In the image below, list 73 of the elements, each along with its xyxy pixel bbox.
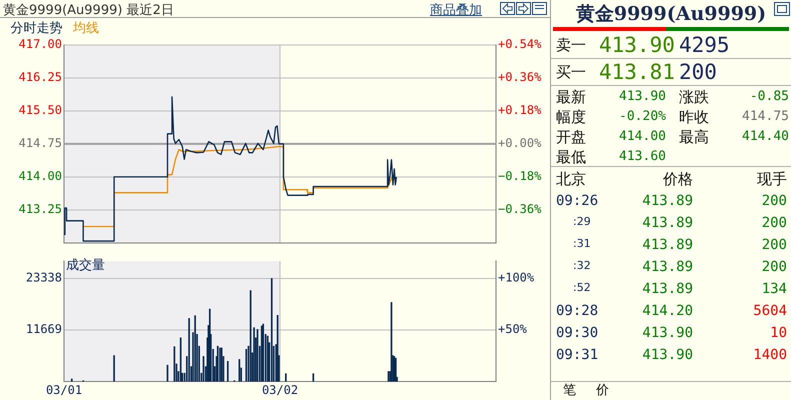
text: 200 [760,236,787,255]
text: -0.20% [618,108,666,126]
y2-tick-label: +50% [498,322,528,336]
y2-tick-label: +0.00% [498,136,542,150]
text: 幅度 [556,107,586,127]
text: 最高 [679,127,709,147]
y2-tick-label: +0.18% [498,103,542,118]
y2-tick-label: −0.18% [498,168,542,183]
text: :29 [573,214,591,230]
y2-tick-label: +100% [498,270,535,285]
text: 413.90 [618,88,666,106]
text: 买一 [556,62,586,82]
text: 413.89 [641,192,693,211]
text: 黄金9999(Au9999) [574,2,768,27]
y-tick-label: 413.25 [18,202,62,216]
text: :32 [573,258,591,274]
chart-title: 成交量 [66,257,105,274]
text: 现手 [756,169,787,189]
text: 413.89 [641,280,693,299]
text: 10 [769,324,787,343]
text: 1400 [752,346,787,365]
text: 笔 [563,382,576,399]
y-tick-label: 414.00 [18,168,62,183]
text: 413.89 [641,236,693,255]
y-tick-label: 414.75 [18,136,62,150]
text: 134 [760,280,787,299]
text: :31 [573,236,591,252]
text: 4295 [679,33,730,57]
text: 价格 [662,169,693,189]
text: 414.20 [641,302,693,321]
text: 北京 [556,169,586,189]
text: 09:31 [556,346,598,365]
text: 商品叠加 [430,2,482,19]
text: 413.90 [641,324,693,343]
text: 开盘 [556,127,586,147]
y2-tick-label: +0.54% [498,37,542,52]
text: 09:30 [556,324,598,343]
y-tick-label: 415.50 [18,103,62,118]
text: 414.00 [618,128,666,146]
y-tick-label: 417.00 [18,37,62,52]
y2-tick-label: +0.36% [498,70,542,84]
text: 200 [760,214,787,233]
text: -0.85 [748,88,789,106]
text: 最新 [556,87,586,107]
text: :52 [573,280,591,296]
text: 昨收 [679,107,709,127]
text: 最低 [556,147,586,167]
text: 09:28 [556,302,598,321]
text: 413.81 [599,60,675,84]
text: 200 [760,258,787,277]
text: 413.90 [641,346,693,365]
text: 涨跌 [679,87,709,107]
x-tick-label: 03/01 [46,382,82,397]
text: 413.90 [599,33,675,57]
y-tick-label: 416.25 [18,70,62,84]
text: 卖一 [556,35,586,55]
text: 413.89 [641,214,693,233]
text: 413.60 [618,148,666,166]
text: 均线 [72,20,99,36]
text: 413.89 [641,258,693,277]
text: 09:26 [556,192,598,211]
x-tick-label: 03/02 [262,382,298,397]
text: 价 [596,382,609,399]
text: 414.40 [741,128,789,146]
y-tick-label: 11669 [26,322,62,336]
chart-title: 黄金9999(Au9999) 最近2日 [3,2,174,19]
text: 200 [760,192,787,211]
text: 5604 [752,302,787,321]
text: 分时走势 [10,20,62,36]
y-tick-label: 23338 [26,270,62,285]
y2-tick-label: −0.36% [498,202,542,216]
text: 414.75 [741,108,789,126]
text: 200 [679,60,717,84]
